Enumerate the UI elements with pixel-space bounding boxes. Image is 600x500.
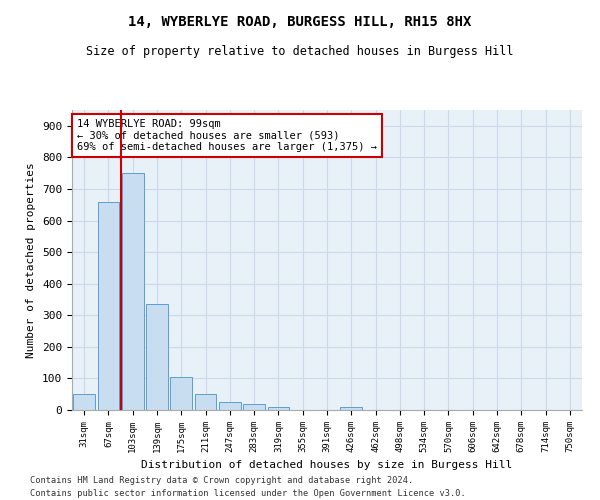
Bar [146,304,168,410]
Y-axis label: Number of detached properties: Number of detached properties [26,162,37,358]
Text: Size of property relative to detached houses in Burgess Hill: Size of property relative to detached ho… [86,45,514,58]
X-axis label: Distribution of detached houses by size in Burgess Hill: Distribution of detached houses by size … [142,460,512,470]
Bar [73,394,95,410]
Text: 14 WYBERLYE ROAD: 99sqm
← 30% of detached houses are smaller (593)
69% of semi-d: 14 WYBERLYE ROAD: 99sqm ← 30% of detache… [77,119,377,152]
Text: Contains HM Land Registry data © Crown copyright and database right 2024.: Contains HM Land Registry data © Crown c… [30,476,413,485]
Text: 14, WYBERLYE ROAD, BURGESS HILL, RH15 8HX: 14, WYBERLYE ROAD, BURGESS HILL, RH15 8H… [128,15,472,29]
Bar [243,404,265,410]
Bar [340,407,362,410]
Bar [97,202,119,410]
Bar [219,402,241,410]
Bar [122,173,143,410]
Bar [268,407,289,410]
Text: Contains public sector information licensed under the Open Government Licence v3: Contains public sector information licen… [30,488,466,498]
Bar [170,377,192,410]
Bar [194,394,217,410]
